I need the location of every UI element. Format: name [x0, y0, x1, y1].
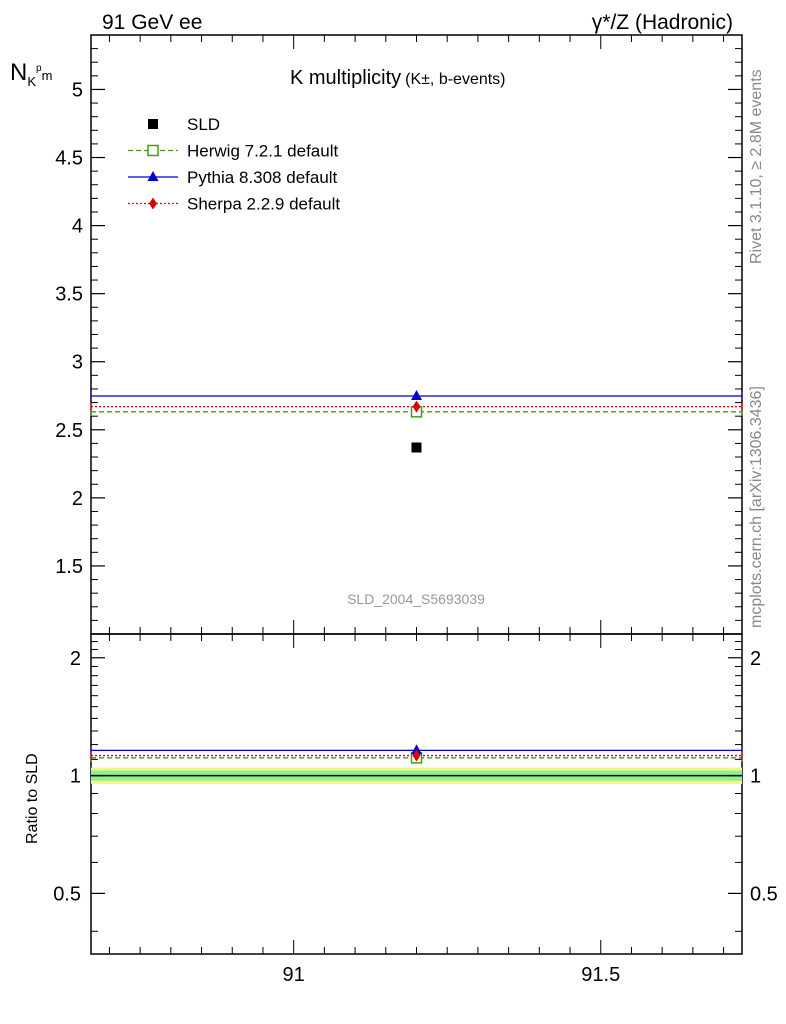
main-marker-pythia [411, 390, 422, 401]
legend-label-sld: SLD [187, 115, 220, 134]
mcplots-label: mcplots.cern.ch [arXiv:1306.3436] [748, 386, 765, 628]
main-marker-sld [411, 442, 422, 453]
header-right-label: γ*/Z (Hadronic) [592, 11, 733, 34]
main-y-tick-label: 5 [72, 79, 83, 101]
chart-title: K multiplicity (K±, b-events) [290, 67, 506, 89]
main-y-tick-label: 3.5 [55, 284, 83, 306]
ratio-uncertainty-bands [91, 767, 742, 784]
ratio-marker-sherpa [412, 749, 421, 762]
legend-marker-sherpa [149, 197, 157, 210]
header-left-label: 91 GeV ee [102, 11, 202, 34]
x-tick-label: 91.5 [581, 964, 620, 986]
chart-title-sub: (K±, b-events) [405, 71, 505, 88]
legend-label-pythia: Pythia 8.308 default [187, 168, 338, 187]
main-y-tick-label: 4 [72, 216, 83, 238]
main-y-tick-label: 2.5 [55, 420, 83, 442]
main-y-tick-label: 4.5 [55, 148, 83, 170]
ratio-y-tick-label-right: 2 [750, 648, 761, 670]
y-axis-label-sub2: m [42, 68, 53, 83]
main-y-tick-label: 2 [72, 488, 83, 510]
ratio-y-tick-label-left: 1 [70, 766, 81, 788]
legend-marker-pythia [147, 171, 159, 181]
ratio-plot-frame [90, 633, 743, 955]
ratio-y-tick-label-left: 0.5 [53, 883, 81, 905]
y-axis-label: NKpm [10, 59, 52, 89]
legend-marker-sld [148, 119, 158, 129]
legend-label-sherpa: Sherpa 2.2.9 default [187, 195, 340, 214]
series-markers [410, 390, 423, 764]
x-tick-label: 91 [283, 964, 305, 986]
y-axis-label-sub1: K [27, 74, 36, 89]
chart-title-main: K multiplicity [290, 67, 401, 89]
analysis-watermark: SLD_2004_S5693039 [347, 591, 485, 607]
axis-ticks: 1.5 2 2.5 3 3.5 4 4.5 5 91 91.5 0.5 0.5 1 1 2 2 [53, 34, 778, 986]
ratio-y-axis-label: Ratio to SLD [24, 753, 41, 844]
ratio-marker-pythia [411, 744, 422, 755]
y-axis-label-sup: p [36, 63, 42, 74]
legend-marker-herwig [147, 144, 159, 157]
ratio-y-tick-label-right: 1 [750, 766, 761, 788]
rivet-label: Rivet 3.1.10, ≥ 2.8M events [748, 69, 765, 264]
ratio-y-tick-label-right: 0.5 [750, 883, 778, 905]
y-axis-label-main: N [10, 59, 27, 86]
legend: SLD Herwig 7.2.1 default Pythia 8.308 defa… [128, 115, 340, 214]
main-marker-sherpa [412, 400, 421, 413]
main-y-tick-label: 1.5 [55, 556, 83, 578]
main-y-tick-label: 3 [72, 352, 83, 374]
ratio-y-tick-label-left: 2 [70, 648, 81, 670]
legend-label-herwig: Herwig 7.2.1 default [187, 142, 338, 161]
